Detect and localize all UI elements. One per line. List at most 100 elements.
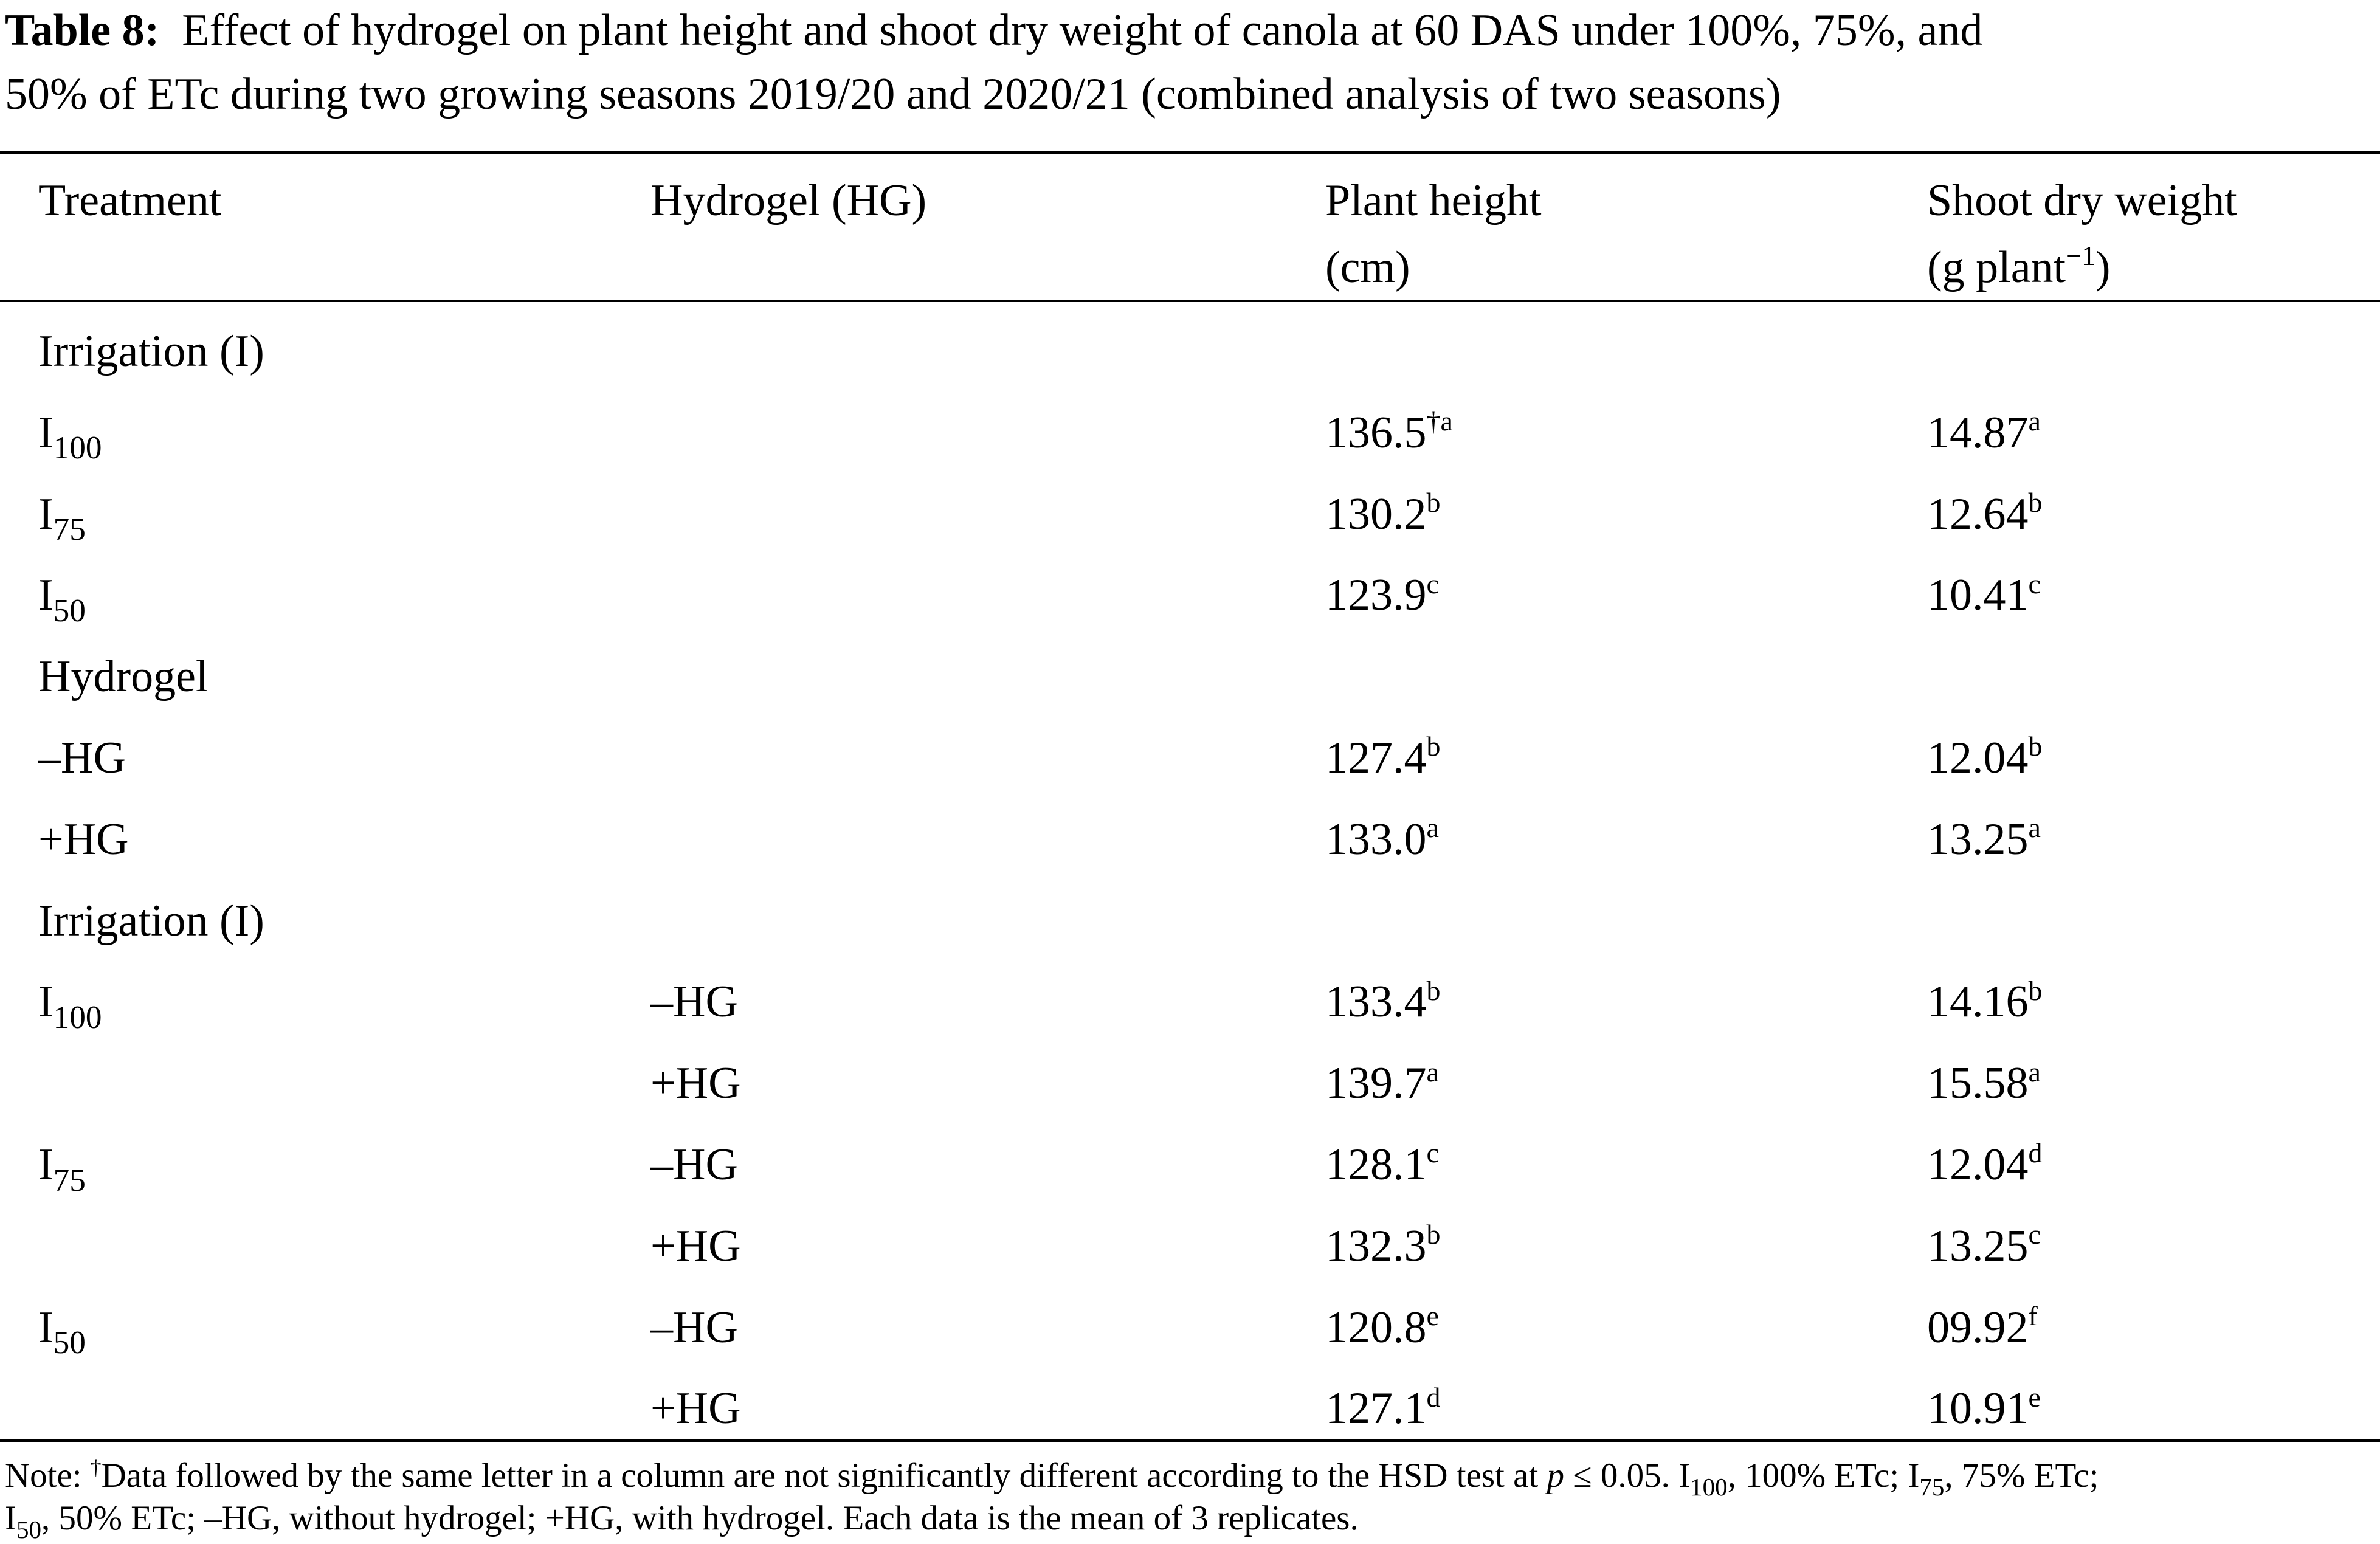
cell-treatment: Irrigation (I) <box>38 324 264 379</box>
cell-height: 130.2b <box>1325 487 1440 547</box>
cell-hydrogel: +HG <box>650 1056 741 1111</box>
height-value: 133.0 <box>1325 814 1427 864</box>
treatment: –HG <box>38 733 126 783</box>
weight-sup: b <box>2028 487 2043 519</box>
cell-hydrogel: +HG <box>650 1219 741 1273</box>
weight-sup: a <box>2028 812 2041 844</box>
cell-weight: 12.04d <box>1927 1137 2042 1198</box>
note-value: Note: <box>5 1456 91 1495</box>
column-header: Treatment <box>38 173 221 228</box>
height-value: 130.2 <box>1325 489 1427 539</box>
header: (cm) <box>1325 243 1410 292</box>
treatment-sub: 50 <box>53 593 86 629</box>
treatment-value: I <box>38 407 53 458</box>
cell-treatment: I75 <box>38 1137 86 1198</box>
cell-weight: 14.16b <box>1927 974 2042 1035</box>
weight-value: 10.91 <box>1927 1384 2029 1434</box>
height-sup: a <box>1426 812 1439 844</box>
weight-value: 15.58 <box>1927 1058 2029 1109</box>
cell-height: 133.0a <box>1325 812 1439 872</box>
column-header: Shoot dry weight <box>1927 173 2237 228</box>
height-value: 136.5 <box>1325 407 1427 458</box>
cell-height: 127.1d <box>1325 1381 1440 1441</box>
weight-value: 14.16 <box>1927 977 2029 1027</box>
treatment: +HG <box>38 814 129 864</box>
header: Treatment <box>38 176 222 226</box>
note-value: , 75% ETc; <box>1944 1456 2099 1495</box>
title-text: Effect of hydrogel on plant height and s… <box>182 5 1983 55</box>
note-line: Note: †Data followed by the same letter … <box>5 1455 2099 1501</box>
top-rule <box>0 151 2380 154</box>
hydrogel: –HG <box>650 1140 738 1190</box>
height-sup: c <box>1426 1137 1439 1169</box>
weight-sup: e <box>2028 1381 2041 1413</box>
hydrogel: –HG <box>650 1302 738 1353</box>
cell-treatment: I100 <box>38 974 102 1036</box>
treatment: Irrigation (I) <box>38 326 264 376</box>
cell-hydrogel: –HG <box>650 1300 738 1355</box>
column-header: Plant height <box>1325 173 1542 228</box>
header-value: (g plant <box>1927 243 2066 292</box>
weight-sup: b <box>2028 731 2043 762</box>
column-header: (cm) <box>1325 240 1410 295</box>
cell-treatment: I50 <box>38 568 86 629</box>
height-value: 128.1 <box>1325 1140 1427 1190</box>
note-sub: 75 <box>1919 1473 1945 1501</box>
header: Plant height <box>1325 176 1542 226</box>
treatment-value: I <box>38 1302 53 1353</box>
hydrogel: +HG <box>650 1058 741 1109</box>
weight-sup: d <box>2028 1137 2043 1169</box>
bottom-rule <box>0 1439 2380 1442</box>
column-header: (g plant−1) <box>1927 240 2111 300</box>
weight-value: 09.92 <box>1927 1302 2029 1353</box>
height-value: 127.4 <box>1325 733 1427 783</box>
treatment-sub: 100 <box>53 430 102 466</box>
cell-height: 128.1c <box>1325 1137 1439 1198</box>
header-after: ) <box>2095 243 2111 292</box>
cell-height: 133.4b <box>1325 974 1440 1035</box>
height-sup: e <box>1426 1300 1439 1332</box>
height-value: 120.8 <box>1325 1302 1427 1353</box>
title-label: Table 8: <box>5 5 160 55</box>
height-value: 127.1 <box>1325 1384 1427 1434</box>
treatment-value: I <box>38 1140 53 1190</box>
cell-weight: 10.91e <box>1927 1381 2041 1441</box>
column-header: Hydrogel (HG) <box>650 173 926 228</box>
cell-weight: 15.58a <box>1927 1056 2041 1116</box>
height-value: 133.4 <box>1325 977 1427 1027</box>
cell-height: 136.5†a <box>1325 405 1453 466</box>
note-sup: † <box>90 1455 102 1479</box>
cell-height: 120.8e <box>1325 1300 1439 1360</box>
cell-treatment: I75 <box>38 487 86 548</box>
note-sub: 100 <box>1690 1473 1728 1501</box>
cell-weight: 12.04b <box>1927 731 2042 791</box>
cell-treatment: I50 <box>38 1300 86 1361</box>
treatment-sub: 75 <box>53 1162 86 1198</box>
weight-value: 14.87 <box>1927 407 2029 458</box>
note-value: ≤ 0.05. I <box>1564 1456 1691 1495</box>
weight-value: 13.25 <box>1927 1221 2029 1271</box>
height-sup: a <box>1426 1056 1439 1087</box>
treatment-sub: 75 <box>53 511 86 548</box>
weight-value: 12.64 <box>1927 489 2029 539</box>
cell-height: 127.4b <box>1325 731 1440 791</box>
treatment-value: I <box>38 570 53 621</box>
title-line: Table 8: Effect of hydrogel on plant hei… <box>5 3 1982 58</box>
height-sup: d <box>1426 1381 1441 1413</box>
height-value: 139.7 <box>1325 1058 1427 1109</box>
hydrogel: +HG <box>650 1221 741 1271</box>
height-sup: b <box>1426 974 1441 1006</box>
cell-weight: 09.92f <box>1927 1300 2038 1360</box>
cell-weight: 10.41c <box>1927 568 2041 628</box>
height-value: 123.9 <box>1325 570 1427 621</box>
cell-hydrogel: +HG <box>650 1381 741 1436</box>
cell-height: 139.7a <box>1325 1056 1439 1116</box>
treatment-sub: 100 <box>53 999 102 1036</box>
treatment: Hydrogel <box>38 652 209 702</box>
note-line: I50, 50% ETc; –HG, without hydrogel; +HG… <box>5 1497 1359 1543</box>
weight-sup: a <box>2028 1056 2041 1087</box>
header: Hydrogel (HG) <box>650 176 927 226</box>
header-sup: −1 <box>2066 240 2095 272</box>
treatment-value: I <box>38 489 53 539</box>
